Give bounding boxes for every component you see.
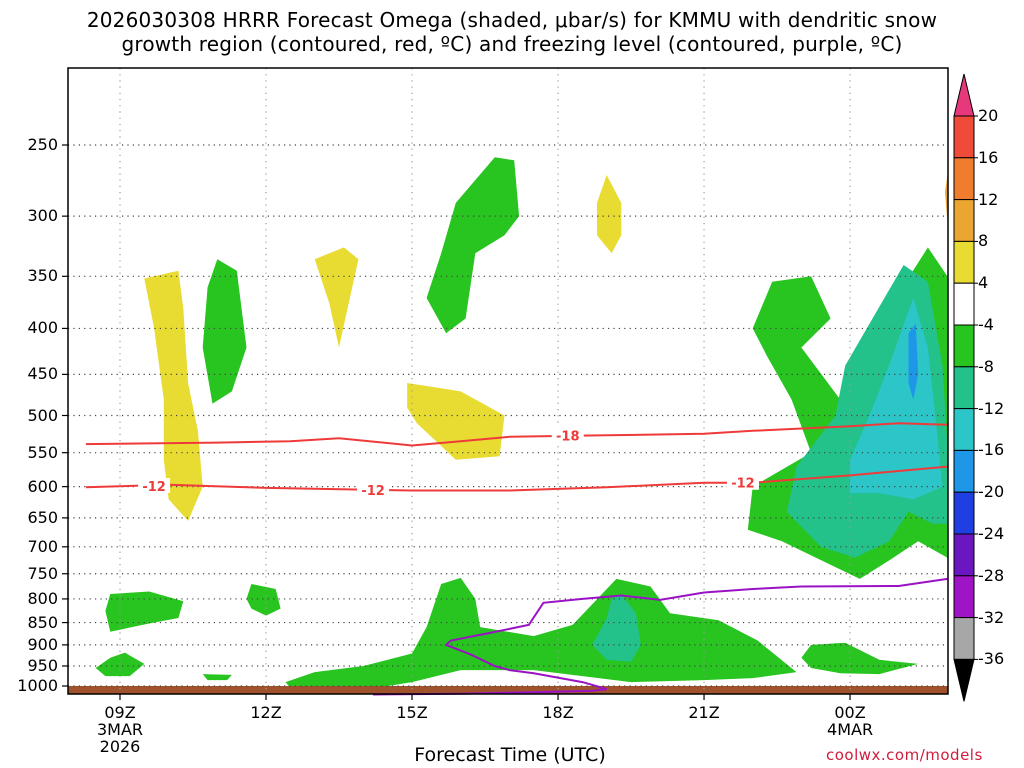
x-tick-label: 00Z 4MAR [827, 703, 874, 739]
omega-negative-area [285, 577, 797, 690]
colorbar-segment [953, 157, 975, 201]
omega-negative-area [202, 259, 247, 404]
isotherm-label: -12 [361, 484, 385, 499]
y-tick-label: 550 [27, 442, 58, 462]
freezing-level-line [373, 577, 948, 696]
isotherm-label-background [551, 427, 584, 443]
omega-negative-area [850, 298, 943, 500]
y-tick-label: 250 [27, 135, 58, 154]
omega-positive-area [945, 175, 948, 223]
colorbar-segment [953, 533, 975, 577]
colorbar-segment [953, 366, 975, 410]
isotherm-line [85, 465, 948, 492]
y-tick-label: 300 [27, 206, 58, 226]
omega-colorbar [953, 73, 978, 702]
colorbar-tick-label: -8 [978, 356, 994, 376]
colorbar-tick-label: -24 [978, 524, 1005, 543]
isotherm-label-background [138, 477, 171, 493]
y-tick-label: 950 [27, 655, 58, 675]
omega-negative-area [908, 323, 919, 400]
isotherm-line [85, 422, 948, 447]
isotherm-label-background [357, 481, 390, 497]
x-tick-label: 18Z [542, 703, 574, 722]
x-tick-label: 09Z 3MAR 2026 [96, 703, 144, 756]
colorbar-tick-label: -32 [978, 607, 1005, 627]
chart-title-line-1: 2026030308 HRRR Forecast Omega (shaded, … [86, 8, 938, 32]
y-tick-label: 850 [27, 612, 58, 632]
colorbar-tick-label: 8 [978, 231, 989, 251]
omega-negative-area [105, 591, 184, 632]
x-tick-label: 12Z [250, 703, 282, 722]
y-tick-label: 600 [27, 476, 58, 496]
colorbar-tick-label: 16 [978, 147, 999, 167]
y-tick-label: 750 [27, 563, 58, 583]
colorbar-segment [953, 408, 975, 451]
omega-positive-area [314, 247, 359, 348]
colorbar-tick-label: -28 [978, 565, 1005, 585]
colorbar-tick-label: -16 [978, 440, 1005, 460]
omega-negative-area [426, 157, 520, 334]
colorbar-segment [953, 240, 975, 284]
y-tick-label: 400 [27, 318, 58, 338]
y-tick-label: 700 [27, 536, 58, 556]
terrain-ground-strip [68, 686, 948, 694]
colorbar-tick-label: -12 [978, 398, 1005, 418]
x-tick-label: 15Z [396, 703, 428, 722]
isotherm-label: -18 [556, 429, 580, 444]
colorbar-tick-label: -20 [978, 482, 1005, 502]
site-credit: coolwx.com/models [826, 746, 983, 764]
isotherm-label-background [726, 474, 759, 490]
chart-title-line-2: growth region (contoured, red, ºC) and f… [121, 32, 903, 56]
colorbar-tick-label: 12 [978, 189, 999, 209]
colorbar-segment [953, 199, 975, 242]
omega-positive-area [597, 175, 622, 254]
omega-positive-area [144, 270, 203, 521]
isotherm-label: -12 [142, 480, 166, 495]
colorbar-segment [953, 282, 975, 326]
x-axis-label: Forecast Time (UTC) [414, 744, 606, 766]
colorbar-segment [953, 115, 975, 159]
y-tick-label: 800 [27, 588, 58, 608]
plot-border [67, 67, 949, 695]
colorbar-segment [953, 617, 975, 660]
colorbar-tick-label: 4 [978, 273, 989, 293]
colorbar-tick-label: -36 [978, 649, 1005, 669]
omega-negative-area [246, 584, 281, 616]
y-tick-label: 650 [27, 507, 58, 527]
colorbar-tick-label: 20 [978, 106, 999, 125]
y-tick-label: 350 [27, 266, 58, 286]
omega-negative-area [202, 674, 232, 681]
colorbar-segment [953, 324, 975, 368]
y-tick-label: 450 [27, 364, 58, 384]
plot-area: -18 -12 -12 -12 [62, 67, 949, 700]
omega-negative-area [592, 594, 641, 662]
y-tick-label: 900 [27, 634, 58, 654]
colorbar-segment [953, 491, 975, 535]
colorbar-bottom-arrow [953, 658, 975, 702]
y-tick-label: 500 [27, 405, 58, 425]
colorbar-tick-label: -4 [978, 315, 994, 334]
colorbar-top-arrow [953, 73, 975, 117]
x-tick-label: 21Z [688, 703, 720, 722]
isotherm-label: -12 [731, 477, 755, 492]
y-tick-label: 1000 [17, 676, 58, 695]
colorbar-segment [953, 449, 975, 493]
omega-positive-area [407, 383, 505, 460]
colorbar-segment [953, 575, 975, 619]
